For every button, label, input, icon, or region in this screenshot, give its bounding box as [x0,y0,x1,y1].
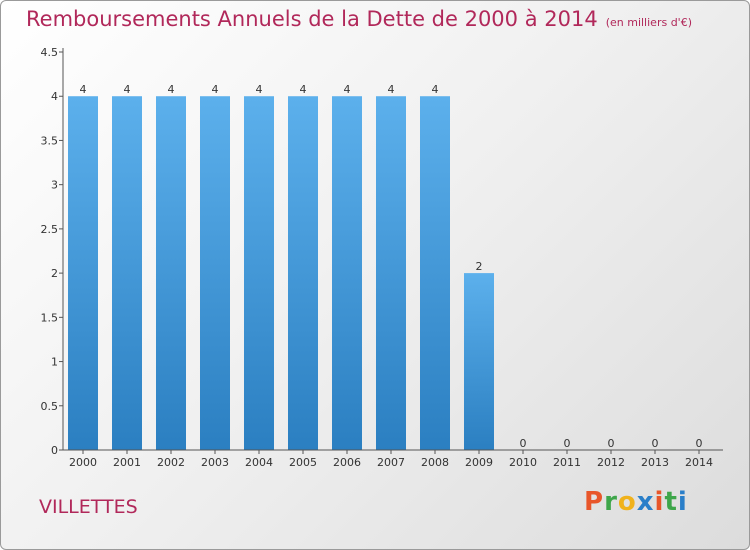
logo-letter: t [664,487,678,517]
y-tick-label: 4.5 [41,46,59,59]
chart-title-text: Remboursements Annuels de la Dette de 20… [26,7,598,31]
x-tick-label: 2006 [333,456,361,469]
x-tick-label: 2004 [245,456,273,469]
data-label: 4 [344,83,351,96]
bars-layer [68,96,494,450]
bar [156,96,186,450]
labels-layer: 00.511.522.533.544.520004200142002420034… [41,46,714,469]
bar [464,273,494,450]
logo-letter: i [677,487,688,517]
logo-letter: x [636,487,655,517]
y-tick-label: 2 [51,267,58,280]
axes-layer [59,48,723,454]
bar [112,96,142,450]
proxiti-logo: Proxiti [584,487,688,517]
data-label: 2 [476,260,483,273]
data-label: 4 [80,83,87,96]
y-tick-label: 1.5 [41,311,59,324]
bar [200,96,230,450]
x-tick-label: 2009 [465,456,493,469]
x-tick-label: 2000 [69,456,97,469]
x-tick-label: 2014 [685,456,713,469]
y-tick-label: 3.5 [41,134,59,147]
x-tick-label: 2008 [421,456,449,469]
data-label: 4 [212,83,219,96]
y-tick-label: 0 [51,444,58,457]
data-label: 4 [256,83,263,96]
x-tick-label: 2002 [157,456,185,469]
city-name: VILLETTES [39,496,138,518]
y-tick-label: 3 [51,179,58,192]
x-tick-label: 2005 [289,456,317,469]
y-tick-label: 2.5 [41,223,59,236]
data-label: 0 [608,437,615,450]
logo-letter: o [617,487,637,517]
y-tick-label: 4 [51,90,58,103]
data-label: 4 [124,83,131,96]
x-tick-label: 2010 [509,456,537,469]
data-label: 0 [652,437,659,450]
data-label: 0 [520,437,527,450]
bar [420,96,450,450]
logo-letter: P [584,487,605,517]
x-tick-label: 2001 [113,456,141,469]
y-tick-label: 0.5 [41,400,59,413]
chart-title: Remboursements Annuels de la Dette de 20… [26,7,692,31]
bar [288,96,318,450]
y-tick-label: 1 [51,356,58,369]
x-tick-label: 2011 [553,456,581,469]
data-label: 0 [564,437,571,450]
x-tick-label: 2012 [597,456,625,469]
logo-letter: i [654,487,665,517]
bar [244,96,274,450]
bar [332,96,362,450]
data-label: 4 [168,83,175,96]
data-label: 4 [388,83,395,96]
x-tick-label: 2007 [377,456,405,469]
x-tick-label: 2003 [201,456,229,469]
data-label: 4 [432,83,439,96]
bar [68,96,98,450]
bar [376,96,406,450]
data-label: 4 [300,83,307,96]
logo-letter: r [604,487,618,517]
data-label: 0 [696,437,703,450]
x-tick-label: 2013 [641,456,669,469]
chart-subtitle: (en milliers d'€) [605,16,692,29]
